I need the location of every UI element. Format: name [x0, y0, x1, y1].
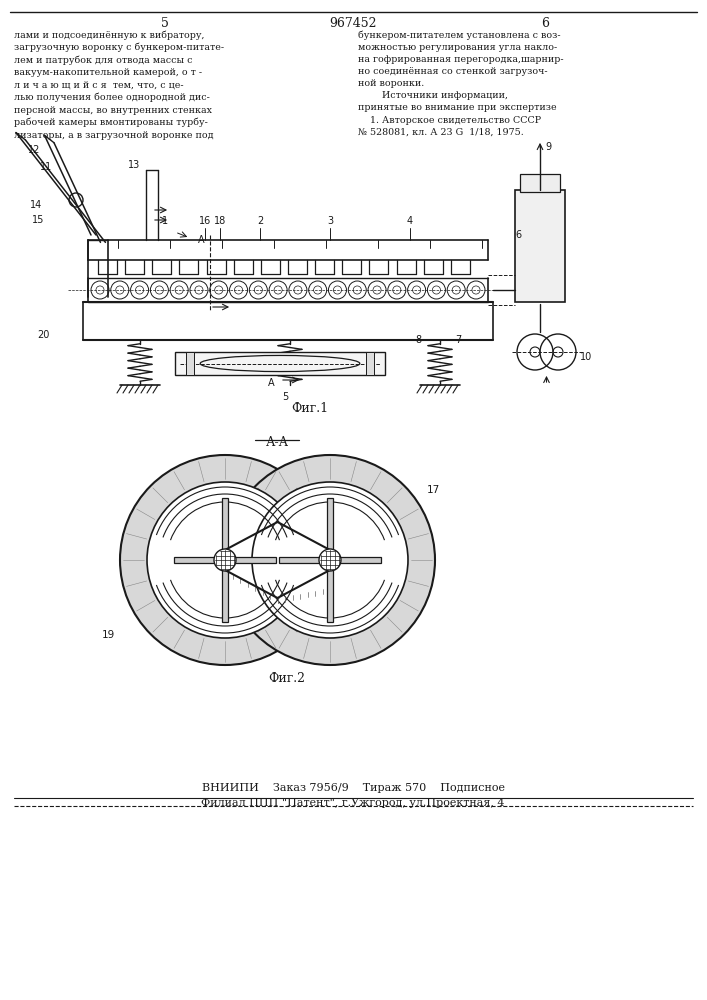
Text: 5: 5	[161, 17, 169, 30]
Text: ВНИИПИ    Заказ 7956/9    Тираж 570    Подписное: ВНИИПИ Заказ 7956/9 Тираж 570 Подписное	[201, 783, 505, 793]
Text: 18: 18	[214, 216, 226, 226]
Text: 17: 17	[427, 485, 440, 495]
Bar	[279, 557, 380, 563]
Text: бункером-питателем установлена с воз-
можностью регулирования угла накло-
на гоф: бункером-питателем установлена с воз- мо…	[358, 30, 563, 137]
Text: Фиг.2: Фиг.2	[269, 672, 305, 685]
Bar	[175, 557, 276, 563]
Text: 10: 10	[580, 352, 592, 362]
Circle shape	[319, 549, 341, 571]
Bar	[515, 190, 565, 302]
Text: 20: 20	[37, 330, 50, 340]
Circle shape	[120, 455, 330, 665]
Text: лами и подсоединённую к вибратору,
загрузочную воронку с бункером-питате-
лем и : лами и подсоединённую к вибратору, загру…	[14, 30, 224, 140]
Text: 15: 15	[32, 215, 45, 225]
Text: 9: 9	[545, 142, 551, 152]
Text: 967452: 967452	[329, 17, 377, 30]
Text: А: А	[199, 235, 205, 245]
Text: А-А: А-А	[265, 436, 288, 449]
Text: 16: 16	[199, 216, 211, 226]
Text: 3: 3	[327, 216, 333, 226]
Text: Фиг.1: Фиг.1	[291, 402, 329, 415]
Bar	[327, 498, 333, 622]
Text: 1: 1	[162, 216, 168, 226]
Circle shape	[214, 549, 236, 571]
Text: 13: 13	[128, 160, 140, 170]
Text: 14: 14	[30, 200, 42, 210]
Circle shape	[147, 482, 303, 638]
Bar	[520, 174, 560, 192]
Bar	[366, 352, 374, 375]
Text: 12: 12	[28, 145, 40, 155]
Circle shape	[225, 455, 435, 665]
Text: 7: 7	[455, 335, 461, 345]
Text: 5: 5	[282, 392, 288, 402]
Text: 4: 4	[407, 216, 413, 226]
Bar	[175, 352, 385, 375]
Circle shape	[252, 482, 408, 638]
Text: Филиал ППП "Патент", г.Ужгород, ул.Проектная, 4: Филиал ППП "Патент", г.Ужгород, ул.Проек…	[201, 798, 505, 808]
Text: 6: 6	[515, 230, 521, 240]
Text: A: A	[269, 378, 275, 388]
Text: 19: 19	[102, 630, 115, 640]
Text: 11: 11	[40, 162, 52, 172]
Bar	[186, 352, 194, 375]
Text: 8: 8	[415, 335, 421, 345]
Text: 6: 6	[541, 17, 549, 30]
Text: 2: 2	[257, 216, 263, 226]
Bar	[222, 498, 228, 622]
